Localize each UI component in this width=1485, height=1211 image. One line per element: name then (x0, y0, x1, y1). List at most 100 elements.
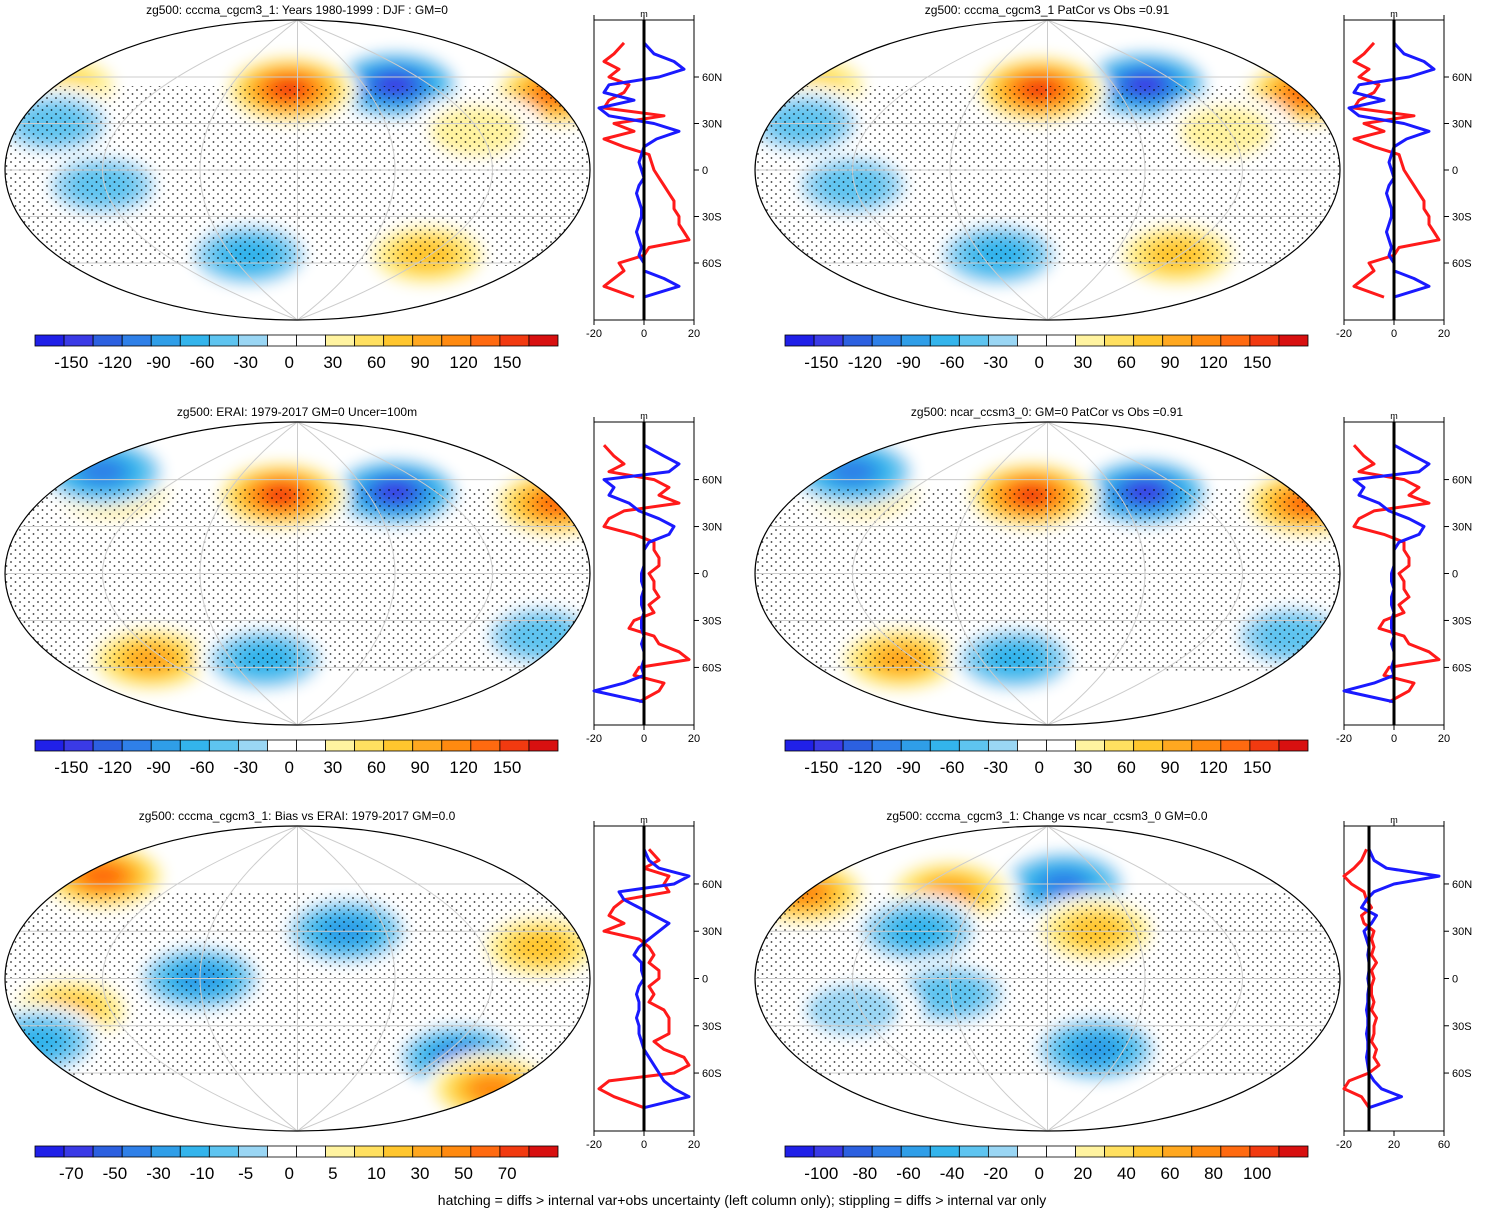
colorbar-label: -90 (896, 758, 921, 777)
graticule-line (1047, 422, 1146, 725)
profile-unit-label: m (640, 9, 648, 19)
profile-x-tick-label: 0 (641, 1139, 647, 1151)
colorbar-segment (958, 739, 989, 752)
graticule-line (1047, 422, 1243, 725)
anomaly-cell (832, 460, 873, 483)
map (754, 19, 1341, 321)
profile-unit-label: m (1390, 411, 1398, 421)
colorbar-segment (499, 334, 530, 347)
profile-blue-series (597, 41, 686, 299)
graticule-line (297, 422, 396, 725)
colorbar-segment (34, 739, 65, 752)
profile: m -20 0 20 60N 30N 0 30S 60S (1336, 9, 1472, 340)
colorbar-label: 120 (449, 758, 477, 777)
profile-y-tick-label: 0 (1452, 165, 1458, 177)
profile-y-tick-label: 30N (702, 926, 722, 938)
colorbar-segment (987, 334, 1018, 347)
colorbar-segment (528, 1145, 559, 1158)
graticule-line (297, 826, 493, 1131)
colorbar-label: -150 (54, 758, 88, 777)
colorbar-segment (842, 1145, 873, 1158)
colorbar-segment (1017, 1145, 1047, 1158)
colorbar-segment (237, 739, 268, 752)
panel-0: zg500: cccma_cgcm3_1: Years 1980-1999 : … (4, 3, 722, 372)
colorbar-segment (441, 334, 472, 347)
panel-3: zg500: ncar_ccsm3_0: GM=0 PatCor vs Obs … (754, 405, 1472, 777)
colorbar-label: -80 (853, 1164, 878, 1183)
profile-unit-label: m (1390, 9, 1398, 19)
profile-y-tick-label: 30S (702, 212, 722, 224)
colorbar-segment (900, 334, 931, 347)
profile-y-tick-label: 0 (702, 165, 708, 177)
colorbar-label: 30 (1073, 758, 1092, 777)
colorbar-label: -120 (98, 758, 132, 777)
colorbar-segment (179, 334, 210, 347)
profile-blue-series (617, 848, 691, 1110)
colorbar-segment (92, 1145, 123, 1158)
anomaly-field (5, 422, 590, 725)
colorbar-label: 90 (411, 353, 430, 372)
colorbar-segment (1191, 739, 1222, 752)
colorbar-segment (121, 739, 152, 752)
colorbar-segment (1220, 334, 1251, 347)
colorbar-segment (1133, 334, 1164, 347)
footer-note: hatching = diffs > internal var+obs unce… (438, 1192, 1046, 1208)
colorbar-label: -100 (804, 1164, 838, 1183)
anomaly-field (755, 422, 1340, 725)
graticule-line (852, 20, 1048, 320)
colorbar-segment (784, 334, 815, 347)
colorbar-segment (871, 334, 902, 347)
map (4, 825, 591, 1132)
colorbar-segment (383, 1145, 414, 1158)
profile-x-tick-label: -20 (1336, 733, 1352, 745)
map (754, 421, 1341, 726)
colorbar-label: 30 (323, 758, 342, 777)
colorbar-label: 150 (493, 758, 521, 777)
colorbar-segment (325, 1145, 356, 1158)
profile-y-tick-label: 60S (702, 258, 722, 270)
colorbar-label: 20 (1073, 1164, 1092, 1183)
colorbar-segment (1046, 739, 1076, 752)
profile-x-tick-label: 20 (688, 328, 700, 340)
profile-x-tick-label: 20 (1388, 1139, 1400, 1151)
colorbar-segment (1191, 1145, 1222, 1158)
graticule-line (1047, 20, 1243, 320)
colorbar-label: 30 (411, 1164, 430, 1183)
colorbar-segment (1075, 1145, 1106, 1158)
colorbar-segment (528, 334, 559, 347)
colorbar-segment (179, 739, 210, 752)
colorbar-label: 70 (498, 1164, 517, 1183)
colorbar-segment (63, 1145, 94, 1158)
colorbar-segment (412, 1145, 443, 1158)
profile-red-series (602, 444, 691, 704)
colorbar-segment (842, 334, 873, 347)
colorbar-segment (929, 334, 960, 347)
colorbar-segment (296, 1145, 326, 1158)
profile-x-tick-label: -20 (1336, 1139, 1352, 1151)
colorbar-segment (1133, 1145, 1164, 1158)
colorbar-segment (237, 1145, 268, 1158)
profile-x-tick-label: -20 (586, 328, 602, 340)
colorbar-segment (1075, 334, 1106, 347)
colorbar-label: -60 (896, 1164, 921, 1183)
colorbar-label: -10 (190, 1164, 215, 1183)
profile-y-tick-label: 30N (1452, 119, 1472, 131)
profile: m -20 0 20 60N 30N 0 30S 60S (586, 815, 722, 1151)
profile-y-tick-label: 60S (702, 662, 722, 674)
map-outline (4, 825, 591, 1132)
colorbar-label: 120 (1199, 758, 1227, 777)
profile-y-tick-label: 60N (702, 72, 722, 84)
colorbar-label: -60 (940, 353, 965, 372)
colorbar-segment (267, 1145, 297, 1158)
colorbar-label: -60 (190, 353, 215, 372)
colorbar-segment (1133, 739, 1164, 752)
profile-y-tick-label: 60N (1452, 72, 1472, 84)
panel-title: zg500: cccma_cgcm3_1 PatCor vs Obs =0.91 (925, 3, 1170, 17)
colorbar-segment (470, 1145, 501, 1158)
colorbar-label: 0 (1035, 353, 1044, 372)
profile-x-tick-label: 20 (1438, 328, 1450, 340)
colorbar-segment (958, 1145, 989, 1158)
profile-red-series (597, 848, 691, 1110)
colorbar-label: 0 (285, 1164, 294, 1183)
profile-red-series (1342, 848, 1381, 1109)
